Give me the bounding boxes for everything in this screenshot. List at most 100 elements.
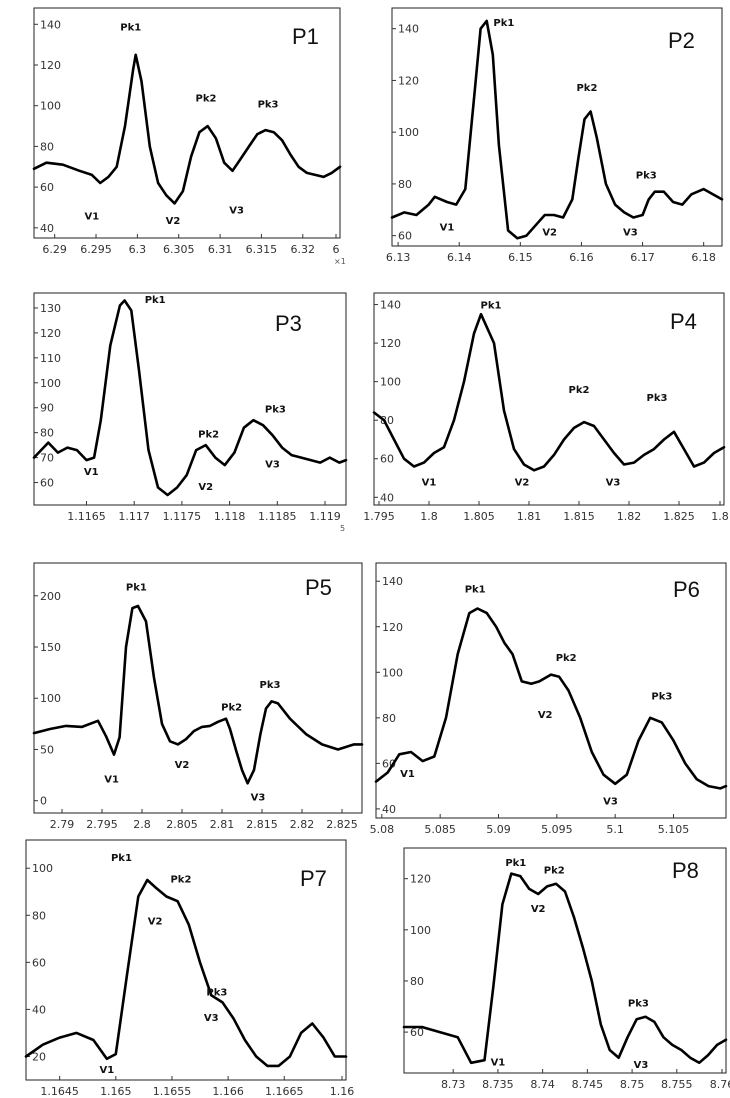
y-tick-label: 80 — [410, 975, 424, 988]
annotation-v3: V3 — [229, 206, 244, 217]
panel-title-p7: P7 — [300, 866, 327, 891]
y-tick-label: 200 — [40, 590, 61, 603]
annotation-v3: V3 — [634, 1060, 649, 1071]
x-tick-label: 2.815 — [246, 818, 278, 831]
annotation-pk1: Pk1 — [465, 585, 486, 596]
y-tick-label: 140 — [380, 299, 401, 312]
y-tick-label: 60 — [32, 956, 46, 969]
plot-frame — [33, 562, 363, 814]
annotation-pk2: Pk2 — [576, 83, 597, 94]
annotation-pk1: Pk1 — [120, 22, 141, 33]
x-tick-label: 6.315 — [246, 243, 278, 256]
y-tick-label: 80 — [40, 140, 54, 153]
x-tick-label: 1.795 — [363, 510, 395, 523]
y-tick-label: 120 — [40, 327, 61, 340]
annotation-v2: V2 — [542, 228, 557, 239]
x-tick-label: 6.15 — [508, 251, 533, 264]
annotation-pk1: Pk1 — [493, 18, 514, 29]
annotation-pk1: Pk1 — [481, 300, 502, 311]
x-tick-label: 5.095 — [541, 823, 573, 836]
y-tick-label: 100 — [40, 377, 61, 390]
y-tick-label: 80 — [382, 712, 396, 725]
x-tick-label: 6.18 — [691, 251, 716, 264]
x-tick-label: 1.1175 — [163, 510, 202, 523]
x-tick-label: 1.118 — [214, 510, 246, 523]
annotation-pk3: Pk3 — [636, 171, 657, 182]
y-tick-label: 60 — [410, 1026, 424, 1039]
x-tick-label: 6 — [333, 243, 340, 256]
y-tick-label: 140 — [382, 575, 403, 588]
plot-frame — [391, 7, 723, 247]
y-tick-label: 80 — [398, 178, 412, 191]
y-tick-label: 70 — [40, 452, 54, 465]
chart-panel-p4: 1.795 1.8 1.805 1.81 1.815 1.82 1.825 1.8 40 60 80… — [358, 285, 730, 530]
annotation-v2: V2 — [531, 904, 546, 915]
chart-svg-p4: 1.795 1.8 1.805 1.81 1.815 1.82 1.825 1.8 40 60 80… — [363, 292, 729, 523]
chart-svg-p6: 5.08 5.085 5.09 5.095 5.1 5.10540608010012014… — [370, 562, 728, 836]
y-tick-label: 140 — [40, 18, 61, 31]
annotation-v2: V2 — [166, 216, 181, 227]
y-tick-label: 120 — [398, 74, 419, 87]
x-tick-label: 8.75 — [620, 1078, 645, 1091]
y-tick-label: 120 — [382, 621, 403, 634]
x-tick-label: 8.745 — [572, 1078, 604, 1091]
x-tick-label: 2.8 — [133, 818, 151, 831]
x-tick-label: 6.305 — [163, 243, 195, 256]
annotation-pk2: Pk2 — [556, 653, 577, 664]
x-tick-label: 2.795 — [86, 818, 118, 831]
panel-title-p6: P6 — [673, 577, 700, 602]
annotation-v2: V2 — [538, 710, 553, 721]
plot-frame — [373, 292, 725, 506]
x-tick-label: 1.82 — [617, 510, 642, 523]
annotation-v2: V2 — [148, 917, 163, 928]
annotation-v3: V3 — [606, 478, 621, 489]
annotation-v1: V1 — [104, 774, 119, 785]
annotation-pk2: Pk2 — [198, 430, 219, 441]
y-tick-label: 60 — [398, 230, 412, 243]
y-tick-label: 100 — [382, 666, 403, 679]
y-tick-label: 80 — [40, 427, 54, 440]
series-line-p1 — [32, 53, 342, 205]
y-tick-label: 40 — [380, 491, 394, 504]
series-line-p7 — [24, 878, 348, 1068]
y-tick-label: 90 — [40, 402, 54, 415]
x-tick-label: 6.295 — [80, 243, 112, 256]
x-tick-label: 2.81 — [210, 818, 235, 831]
x-tick-label: 6.3 — [129, 243, 147, 256]
y-tick-label: 120 — [380, 337, 401, 350]
x-tick-label: 1.8 — [711, 510, 729, 523]
y-tick-label: 60 — [380, 453, 394, 466]
y-tick-label: 140 — [398, 23, 419, 36]
x-tick-label: 1.8 — [420, 510, 438, 523]
plot-frame — [403, 847, 727, 1074]
y-tick-label: 130 — [40, 302, 61, 315]
plot-frame — [375, 562, 727, 819]
annotation-pk3: Pk3 — [260, 680, 281, 691]
x-tick-label: 1.825 — [663, 510, 695, 523]
y-tick-label: 50 — [40, 743, 54, 756]
axis-exponent-label: 5 — [340, 524, 345, 533]
y-tick-label: 100 — [398, 126, 419, 139]
chart-svg-p8: 8.73 8.735 8.74 8.745 8.75 8.755 8.76 60 80 100 12… — [402, 847, 730, 1091]
panel-title-p2: P2 — [668, 28, 695, 53]
annotation-v1: V1 — [99, 1065, 114, 1076]
chart-panel-p8: 8.73 8.735 8.74 8.745 8.75 8.755 8.76 60 80 100 12… — [366, 840, 730, 1098]
chart-svg-p1: 6.29 6.295 6.3 6.305 6.31 6.315 6.32 6 40 60 80 100… — [32, 7, 346, 266]
series-line-p2 — [390, 19, 724, 240]
annotation-pk3: Pk3 — [206, 987, 227, 998]
x-tick-label: 6.31 — [208, 243, 233, 256]
y-tick-label: 120 — [40, 59, 61, 72]
chart-panel-p2: 6.13 6.14 6.15 6.16 6.17 6.18 60 80 100 120 140 Pk1… — [358, 0, 730, 272]
x-tick-label: 1.1665 — [265, 1085, 304, 1098]
x-tick-label: 6.32 — [291, 243, 316, 256]
x-tick-label: 2.805 — [166, 818, 198, 831]
panel-title-p5: P5 — [305, 575, 332, 600]
panel-title-p4: P4 — [670, 309, 697, 334]
annotation-pk2: Pk2 — [170, 874, 191, 885]
annotation-v3: V3 — [623, 228, 638, 239]
panel-title-p1: P1 — [292, 24, 319, 49]
series-line-p6 — [374, 607, 728, 790]
annotation-v1: V1 — [491, 1057, 506, 1068]
annotation-v3: V3 — [204, 1013, 219, 1024]
axis-exponent-label: ×1 — [334, 257, 346, 266]
